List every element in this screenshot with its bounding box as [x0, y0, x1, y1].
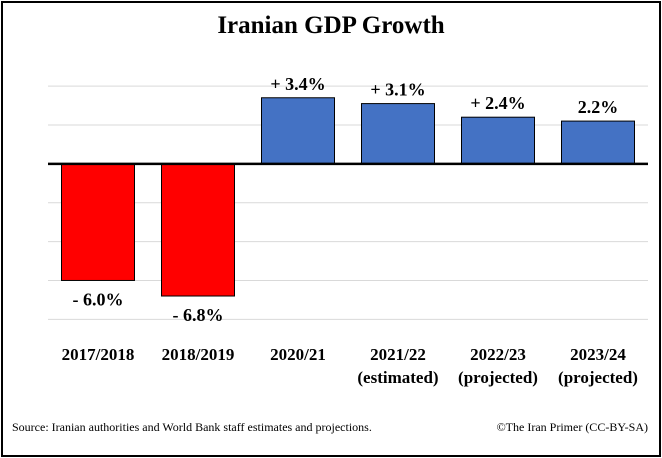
bar: [361, 103, 435, 165]
category-label: 2021/22: [370, 345, 426, 364]
bar: [561, 120, 635, 165]
category-label: 2020/21: [270, 345, 326, 364]
source-note: Source: Iranian authorities and World Ba…: [12, 420, 372, 434]
category-label: 2018/2019: [162, 345, 235, 364]
category-label: 2023/24: [570, 345, 626, 364]
chart-title: Iranian GDP Growth: [217, 12, 445, 39]
bar: [161, 163, 235, 297]
category-sublabel: (projected): [458, 368, 538, 387]
category-sublabel: (estimated): [357, 368, 438, 387]
data-label: + 3.1%: [370, 80, 425, 100]
bar: [61, 163, 135, 281]
data-label: - 6.8%: [173, 305, 224, 325]
data-label: - 6.0%: [73, 289, 124, 309]
data-label: + 3.4%: [270, 74, 325, 94]
credit-note: ©The Iran Primer (CC-BY-SA): [496, 420, 648, 434]
bar: [261, 97, 335, 165]
category-label: 2017/2018: [62, 345, 135, 364]
data-label: 2.2%: [578, 97, 619, 117]
data-label: + 2.4%: [470, 93, 525, 113]
category-label: 2022/23: [470, 345, 526, 364]
category-sublabel: (projected): [558, 368, 638, 387]
bar: [461, 116, 535, 165]
